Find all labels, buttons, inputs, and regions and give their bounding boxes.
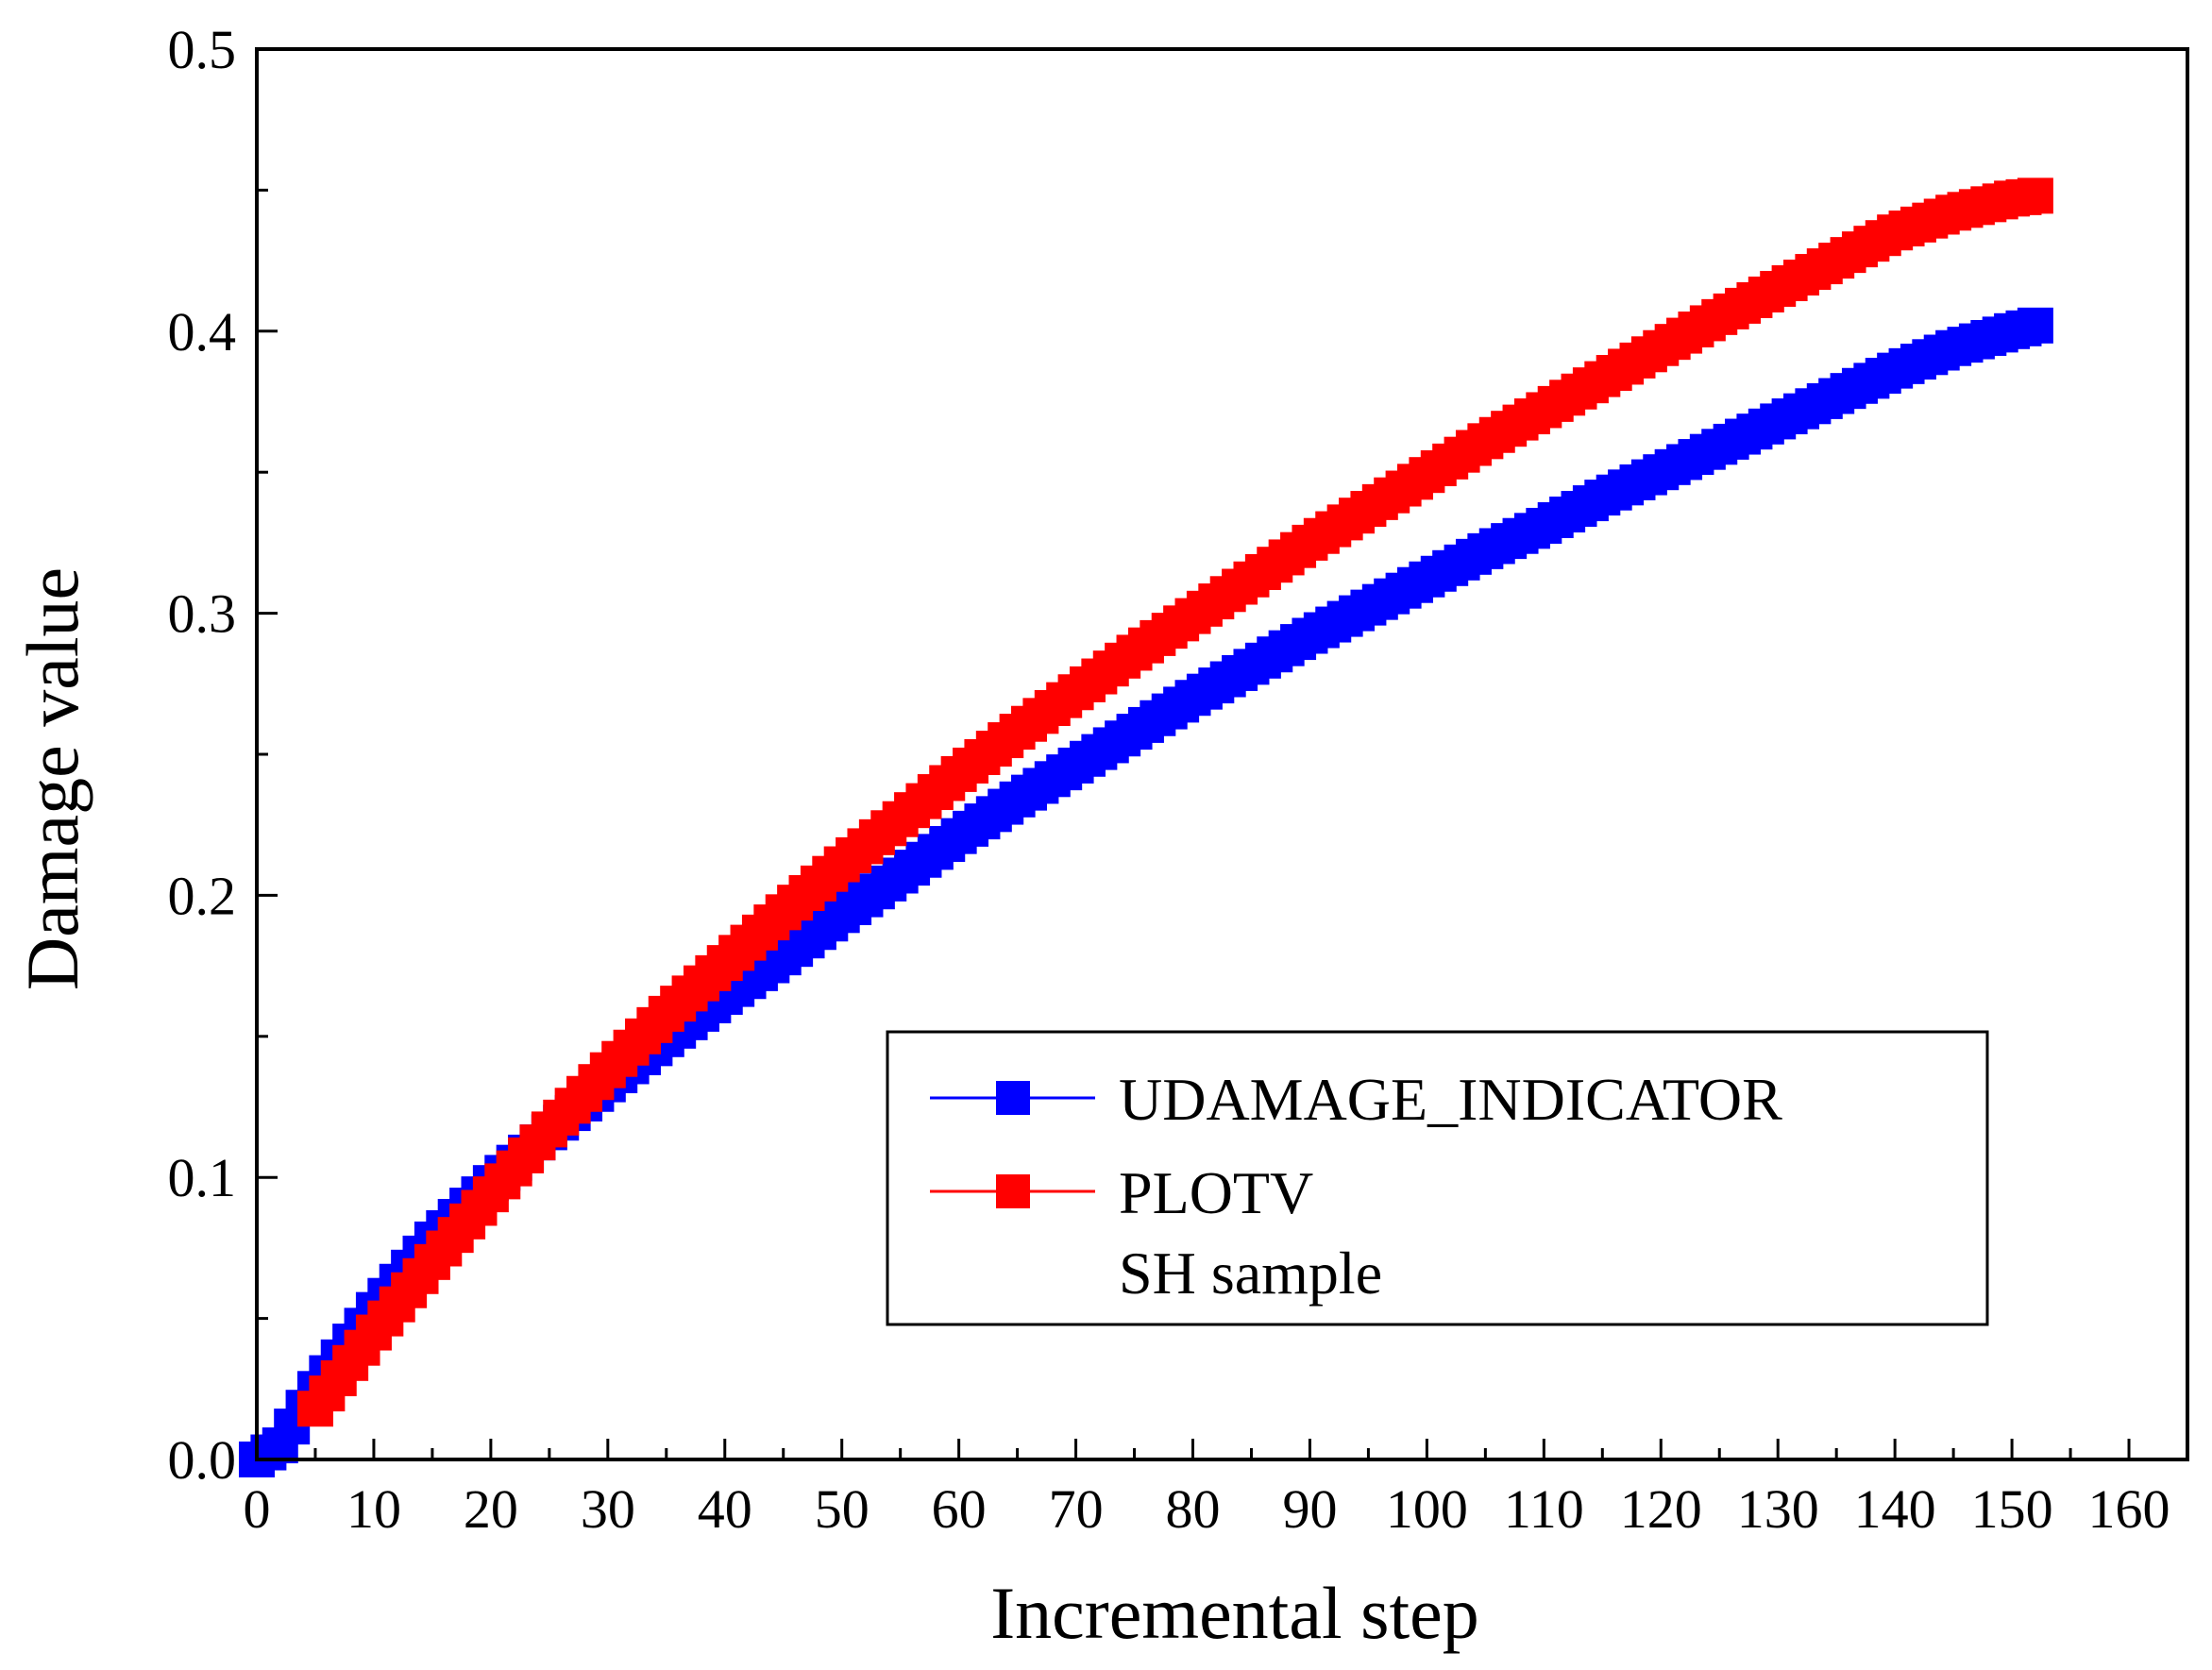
x-tick-label: 10: [346, 1478, 401, 1540]
x-tick-label: 150: [1971, 1478, 2053, 1540]
y-tick-label: 0.0: [168, 1429, 237, 1491]
x-tick-label: 50: [815, 1478, 870, 1540]
x-tick-label: 160: [2088, 1478, 2170, 1540]
legend: UDAMAGE_INDICATOR PLOTV SH sample: [886, 1030, 1989, 1326]
annotation-sample: SH sample: [1119, 1240, 1382, 1307]
y-tick-label: 0.5: [168, 19, 237, 80]
x-tick-label: 90: [1282, 1478, 1337, 1540]
y-tick-label: 0.1: [168, 1147, 237, 1208]
x-tick-label: 100: [1386, 1478, 1468, 1540]
x-tick-label: 30: [581, 1478, 635, 1540]
x-tick-label: 40: [698, 1478, 752, 1540]
series-plotv: [296, 177, 2053, 1427]
legend-label-plotv: PLOTV: [1119, 1159, 1313, 1226]
axis-ticks: 0 10 20 30 40 50 60 70 80 90 100 110 120 130 140 150 160…: [168, 19, 2170, 1540]
legend-label-udamage: UDAMAGE_INDICATOR: [1119, 1066, 1782, 1133]
x-tick-label: 130: [1737, 1478, 1819, 1540]
x-tick-label: 20: [464, 1478, 518, 1540]
x-tick-label: 140: [1854, 1478, 1936, 1540]
data-point: [2017, 177, 2053, 214]
y-tick-label: 0.4: [168, 301, 237, 363]
data-point: [2017, 307, 2053, 344]
x-axis-title: Incremental step: [990, 1572, 1479, 1654]
legend-marker-plotv: [996, 1174, 1030, 1208]
y-axis-title: Damage value: [11, 567, 93, 990]
x-tick-label: 60: [932, 1478, 987, 1540]
x-tick-label: 80: [1166, 1478, 1221, 1540]
x-tick-label: 110: [1504, 1478, 1584, 1540]
data-marks: [239, 177, 2053, 1477]
y-tick-label: 0.3: [168, 583, 237, 645]
x-tick-label: 120: [1620, 1478, 1702, 1540]
x-tick-label: 70: [1049, 1478, 1104, 1540]
y-tick-label: 0.2: [168, 865, 237, 926]
legend-box: [886, 1030, 1989, 1326]
legend-marker-udamage: [996, 1081, 1030, 1115]
x-tick-label: 0: [244, 1478, 271, 1540]
